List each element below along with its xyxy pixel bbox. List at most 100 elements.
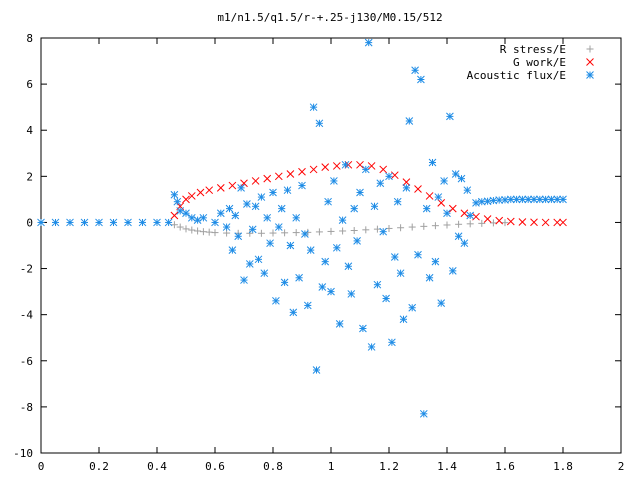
x-tick-label: 1.4 — [437, 460, 457, 473]
data-point — [292, 213, 301, 222]
data-point — [205, 186, 214, 195]
x-axis-ticks: 0 0.2 0.4 0.6 0.8 1 1.2 1.4 1.6 1.8 2 — [38, 38, 624, 473]
data-point — [330, 177, 338, 185]
data-point — [390, 253, 399, 261]
data-point — [327, 287, 335, 296]
data-point — [495, 196, 504, 204]
data-point — [353, 237, 361, 245]
legend-label: R stress/E — [500, 43, 566, 56]
data-point — [405, 117, 414, 125]
data-point — [266, 239, 274, 248]
data-point — [289, 308, 298, 317]
data-point — [457, 174, 466, 183]
x-tick-label: 0.2 — [89, 460, 109, 473]
y-tick-label: -2 — [20, 263, 33, 276]
data-point — [414, 185, 422, 193]
data-point — [321, 257, 330, 266]
data-point — [231, 211, 240, 220]
data-point — [321, 163, 330, 171]
data-point — [251, 202, 260, 211]
data-point — [277, 204, 286, 213]
data-point — [495, 216, 504, 225]
data-point — [269, 188, 277, 197]
data-point — [396, 269, 405, 278]
data-point — [553, 218, 562, 227]
data-point — [422, 204, 431, 213]
data-point — [66, 218, 74, 227]
data-point — [109, 218, 118, 227]
plot-frame — [40, 37, 622, 454]
data-point — [312, 366, 321, 374]
data-point — [188, 226, 196, 234]
data-point — [327, 227, 335, 235]
data-point — [553, 195, 562, 204]
data-point — [309, 165, 318, 174]
y-axis-ticks: -10 -8 -6 -4 -2 0 2 4 6 8 — [13, 32, 621, 460]
data-point — [254, 255, 263, 264]
data-point — [240, 179, 248, 188]
data-point — [541, 218, 550, 227]
data-point — [425, 273, 434, 282]
data-point — [460, 239, 469, 248]
data-point — [443, 221, 451, 229]
data-point — [95, 218, 103, 227]
data-point — [338, 216, 347, 224]
data-point — [246, 229, 254, 237]
data-point — [237, 184, 245, 192]
data-point — [274, 172, 283, 181]
data-point — [283, 186, 292, 195]
y-tick-label: 0 — [26, 216, 33, 229]
data-point — [356, 160, 364, 169]
data-point — [170, 190, 179, 199]
y-tick-label: 4 — [26, 124, 33, 137]
data-point — [483, 215, 492, 223]
x-tick-label: 0.4 — [147, 460, 167, 473]
data-point — [37, 218, 45, 227]
data-point — [234, 232, 243, 241]
data-point — [420, 222, 428, 230]
data-point — [379, 227, 388, 236]
data-point — [228, 181, 237, 190]
data-point — [324, 197, 332, 206]
legend-marker — [586, 58, 594, 66]
data-point — [443, 209, 451, 218]
data-point — [176, 223, 184, 231]
data-point — [248, 225, 257, 234]
data-point — [408, 303, 417, 312]
data-point — [411, 66, 419, 75]
data-point — [222, 223, 231, 231]
data-point — [153, 218, 161, 227]
y-tick-label: 8 — [26, 32, 33, 45]
data-point — [196, 188, 205, 197]
x-tick-label: 0 — [38, 460, 45, 473]
data-point — [304, 228, 312, 236]
data-point — [501, 219, 509, 227]
data-point — [434, 193, 443, 201]
data-point — [257, 193, 266, 201]
data-point — [347, 290, 356, 298]
data-point — [367, 343, 376, 351]
data-point — [199, 213, 208, 222]
data-point — [454, 232, 463, 241]
data-point — [243, 200, 251, 208]
data-point — [359, 324, 367, 333]
data-marks — [37, 38, 567, 418]
x-tick-label: 1.8 — [553, 460, 573, 473]
data-point — [187, 192, 196, 200]
data-point — [341, 160, 350, 169]
data-point — [280, 278, 289, 287]
data-point — [402, 178, 411, 186]
x-tick-label: 0.8 — [263, 460, 283, 473]
data-point — [315, 119, 324, 128]
data-point — [301, 230, 309, 238]
data-point — [216, 184, 225, 192]
data-point — [263, 213, 272, 222]
data-point — [518, 195, 527, 204]
y-tick-label: -8 — [20, 401, 33, 414]
data-point — [376, 179, 385, 188]
data-point — [309, 103, 318, 112]
data-point — [318, 283, 327, 291]
data-point — [530, 218, 538, 227]
